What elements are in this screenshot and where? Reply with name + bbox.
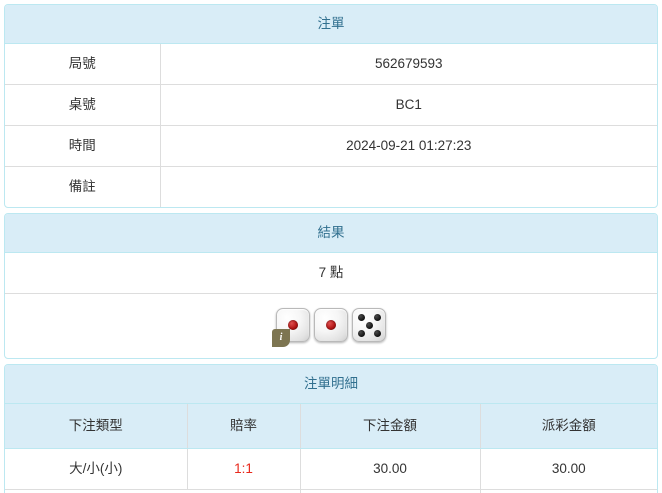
table-row: 桌號 BC1 <box>5 84 657 126</box>
die-pip-icon <box>365 321 373 329</box>
die-pip-icon <box>357 313 365 321</box>
column-header-odds: 賠率 <box>186 404 300 449</box>
order-time-label: 時間 <box>5 125 160 167</box>
table-header-row: 下注類型 賠率 下注金額 派彩金額 <box>5 404 657 449</box>
die-2[interactable] <box>314 308 348 342</box>
die-3[interactable] <box>352 308 386 342</box>
result-panel: 結果 7 點 i <box>4 213 658 359</box>
bet-payout-value: 30.00 <box>479 448 657 490</box>
die-pip-icon <box>373 313 381 321</box>
result-table: 7 點 i <box>5 253 657 358</box>
table-row: 7 點 <box>5 253 657 294</box>
bet-type-value: 大/小(小) <box>69 461 123 476</box>
total-payout-amount: 30.00 <box>479 489 657 493</box>
bet-detail-table: 下注類型 賠率 下注金額 派彩金額 大/小(小) 1:1 30.00 30.00… <box>5 404 657 493</box>
die-1[interactable]: i <box>272 308 310 347</box>
dice-row: i <box>13 308 649 347</box>
bet-odds-value: 1:1 <box>186 448 300 490</box>
bet-detail-panel: 注單明細 下注類型 賠率 下注金額 派彩金額 大/小(小) 1:1 30.00 … <box>4 364 658 493</box>
die-pip-icon <box>357 329 365 337</box>
die-pip-icon <box>288 320 298 330</box>
order-table-label: 桌號 <box>5 84 160 126</box>
column-header-bet-amount: 下注金額 <box>299 404 480 449</box>
table-row: 時間 2024-09-21 01:27:23 <box>5 125 657 167</box>
die-pip-icon <box>326 320 336 330</box>
order-table-value: BC1 <box>159 84 657 126</box>
bet-amount-value: 30.00 <box>299 448 480 490</box>
table-total-row: 總計 30.00 30.00 <box>5 489 657 493</box>
result-panel-title: 結果 <box>5 214 657 253</box>
column-header-bet-type: 下注類型 <box>5 404 187 449</box>
column-header-payout: 派彩金額 <box>479 404 657 449</box>
table-row: 局號 562679593 <box>5 44 657 85</box>
order-round-label: 局號 <box>68 56 96 71</box>
info-badge-icon[interactable]: i <box>272 329 290 347</box>
order-info-panel-title: 注單 <box>5 5 657 44</box>
bet-detail-panel-title: 注單明細 <box>5 365 657 404</box>
die-pip-icon <box>373 329 381 337</box>
table-row: i <box>5 293 657 358</box>
order-info-table: 局號 562679593 桌號 BC1 時間 2024-09-21 01:27:… <box>5 44 657 207</box>
table-row: 大/小(小) 1:1 30.00 30.00 <box>5 448 657 490</box>
order-info-panel: 注單 局號 562679593 桌號 BC1 時間 2024-09-21 01:… <box>4 4 658 208</box>
total-label: 總計 <box>5 489 300 493</box>
order-remark-value <box>159 166 657 207</box>
table-row: 備註 <box>5 166 657 207</box>
result-dice-cell: i <box>5 293 657 358</box>
result-total-points: 7 點 <box>318 265 344 280</box>
order-time-value: 2024-09-21 01:27:23 <box>159 125 657 167</box>
order-round-value: 562679593 <box>159 44 657 85</box>
order-remark-label: 備註 <box>5 166 160 207</box>
total-bet-amount: 30.00 <box>299 489 480 493</box>
